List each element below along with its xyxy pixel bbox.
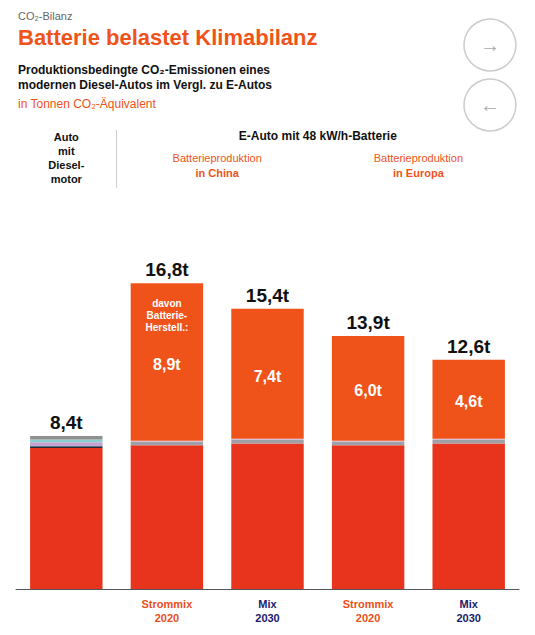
svg-text:2030: 2030 (255, 612, 279, 624)
svg-text:13,9t: 13,9t (346, 312, 390, 333)
svg-text:15,4t: 15,4t (246, 285, 290, 306)
svg-text:mit: mit (58, 145, 75, 157)
svg-text:2020: 2020 (155, 612, 179, 624)
svg-text:in China: in China (196, 167, 240, 179)
svg-text:←: ← (480, 94, 500, 116)
svg-text:Herstell.:: Herstell.: (146, 322, 189, 333)
svg-text:→: → (480, 34, 500, 56)
svg-text:modernen Diesel-Autos im Vergl: modernen Diesel-Autos im Vergl. zu E-Aut… (18, 78, 272, 92)
svg-text:2030: 2030 (456, 612, 480, 624)
svg-text:in Tonnen CO₂-Äquivalent: in Tonnen CO₂-Äquivalent (18, 97, 157, 111)
svg-text:Batterie belastet Klimabilanz: Batterie belastet Klimabilanz (18, 25, 318, 50)
svg-text:CO₂-Bilanz: CO₂-Bilanz (18, 10, 72, 22)
svg-text:16,8t: 16,8t (145, 259, 189, 280)
svg-text:Batterieproduktion: Batterieproduktion (173, 152, 262, 164)
svg-text:4,6t: 4,6t (455, 393, 483, 410)
svg-text:2020: 2020 (356, 612, 380, 624)
svg-text:8,9t: 8,9t (153, 356, 181, 373)
svg-text:12,6t: 12,6t (447, 336, 491, 357)
svg-text:Batterie-: Batterie- (147, 310, 188, 321)
svg-text:davon: davon (152, 298, 181, 309)
svg-text:motor: motor (51, 173, 83, 185)
svg-text:8,4t: 8,4t (50, 412, 83, 433)
svg-text:in Europa: in Europa (393, 167, 445, 179)
svg-text:7,4t: 7,4t (254, 368, 282, 385)
svg-text:6,0t: 6,0t (354, 382, 382, 399)
svg-text:Auto: Auto (54, 131, 79, 143)
svg-text:Batterieproduktion: Batterieproduktion (374, 152, 463, 164)
svg-text:Produktionsbedingte CO₂-Emissi: Produktionsbedingte CO₂-Emissionen eines (18, 63, 270, 77)
svg-text:Mix: Mix (460, 598, 479, 610)
svg-text:Diesel-: Diesel- (48, 159, 84, 171)
svg-text:Strommix: Strommix (343, 598, 395, 610)
svg-text:Strommix: Strommix (142, 598, 194, 610)
svg-text:Mix: Mix (258, 598, 277, 610)
svg-text:E-Auto mit 48 kW/h-Batterie: E-Auto mit 48 kW/h-Batterie (239, 129, 397, 143)
